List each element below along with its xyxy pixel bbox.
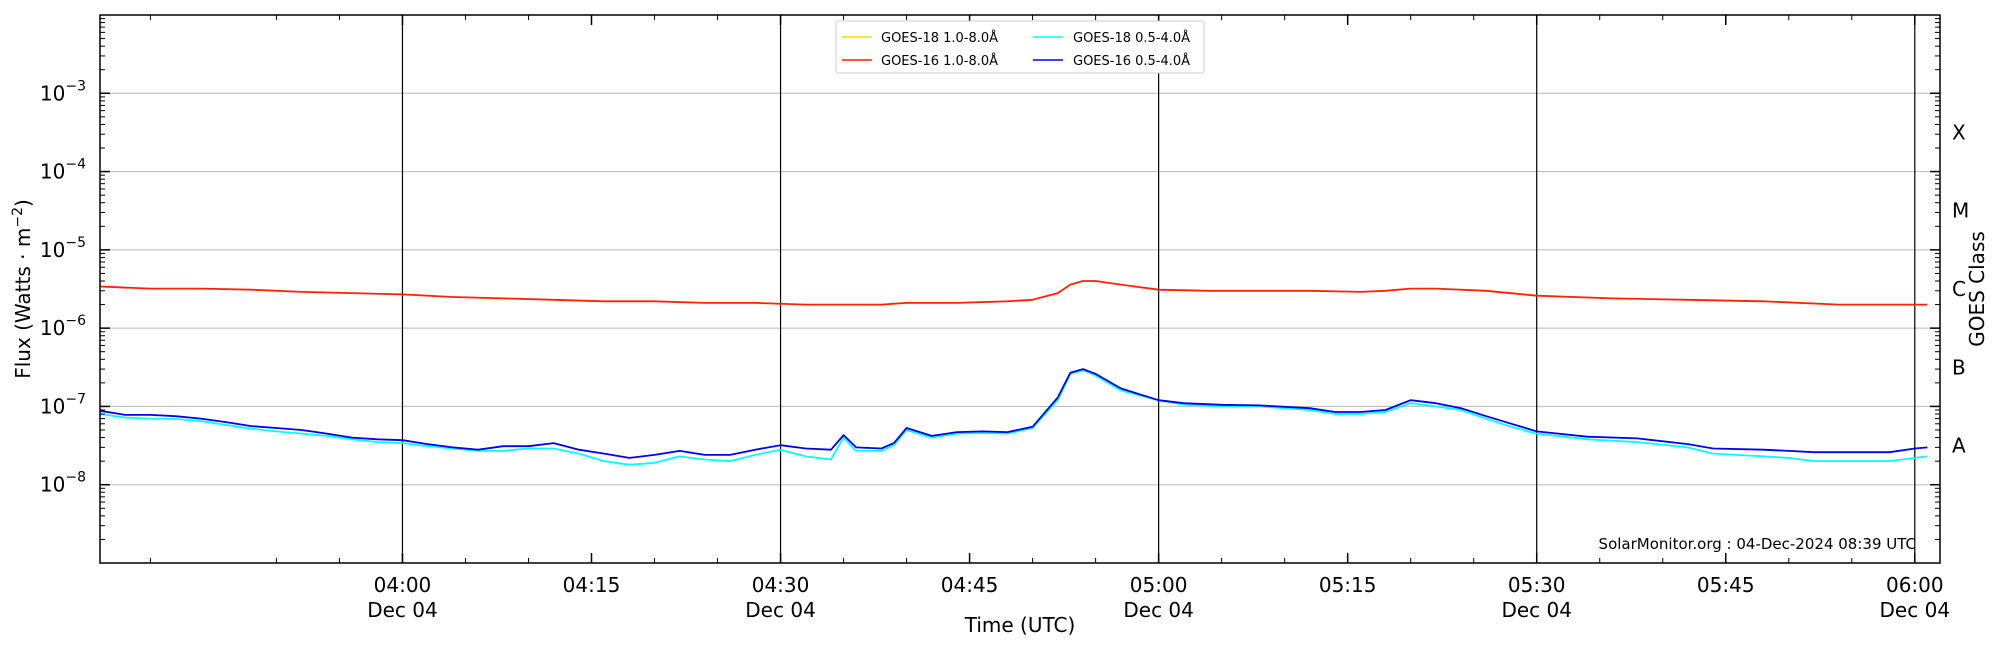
y-tick-label-base: 10 <box>40 81 65 105</box>
x-tick-label: 04:30 <box>752 573 810 597</box>
x-tick-date-label: Dec 04 <box>367 598 438 622</box>
legend-box <box>835 20 1205 74</box>
y-tick-label: 10−6 <box>40 313 86 340</box>
x-axis-title: Time (UTC) <box>964 613 1076 637</box>
y-tick-label-exponent: −8 <box>65 470 86 486</box>
goes-class-axis-title: GOES Class <box>1965 231 1989 347</box>
series-line <box>99 368 1928 459</box>
y-tick-label-base: 10 <box>40 473 65 497</box>
x-tick-label: 05:00 <box>1130 573 1188 597</box>
y-tick-label: 10−8 <box>40 470 86 497</box>
x-tick-label: 05:15 <box>1319 573 1377 597</box>
y-axis-title: Flux (Watts · m−2) <box>10 199 35 379</box>
legend-label-goes18-long: GOES-18 1.0-8.0Å <box>881 30 998 46</box>
y-tick-label-base: 10 <box>40 316 65 340</box>
y-tick-label-exponent: −7 <box>65 391 86 407</box>
y-tick-label: 10−7 <box>40 391 86 418</box>
goes-class-label: B <box>1952 355 1966 379</box>
goes-class-label: A <box>1952 434 1966 458</box>
y-tick-label: 10−4 <box>40 157 86 184</box>
credit-text: SolarMonitor.org : 04-Dec-2024 08:39 UTC <box>1599 535 1916 553</box>
plot-frame <box>99 14 1941 564</box>
goes-class-label: X <box>1952 120 1966 144</box>
series-line <box>99 280 1928 306</box>
y-tick-label-base: 10 <box>40 394 65 418</box>
x-tick-label: 05:45 <box>1697 573 1755 597</box>
y-tick-label-exponent: −5 <box>65 235 86 251</box>
goes-class-label: M <box>1952 199 1969 223</box>
y-tick-label-exponent: −3 <box>65 78 86 94</box>
y-axis-title-main: Flux (Watts · m <box>11 228 35 379</box>
tick-layer <box>100 15 1940 563</box>
x-tick-label: 04:15 <box>563 573 621 597</box>
y-tick-label-exponent: −6 <box>65 313 86 329</box>
y-tick-label-base: 10 <box>40 238 65 262</box>
x-tick-date-label: Dec 04 <box>1880 598 1951 622</box>
legend-label-goes16-short: GOES-16 0.5-4.0Å <box>1073 53 1190 69</box>
goes-class-label: C <box>1952 277 1966 301</box>
y-tick-label-exponent: −4 <box>65 157 86 173</box>
x-tick-label: 06:00 <box>1886 573 1944 597</box>
legend-label-goes16-long: GOES-16 1.0-8.0Å <box>881 53 998 69</box>
x-tick-date-label: Dec 04 <box>1501 598 1572 622</box>
series-layer <box>99 280 1928 466</box>
y-tick-label: 10−5 <box>40 235 86 262</box>
legend: GOES-18 1.0-8.0Å GOES-18 0.5-4.0Å GOES-1… <box>835 20 1205 74</box>
y-tick-label: 10−3 <box>40 78 86 105</box>
y-tick-label-base: 10 <box>40 160 65 184</box>
x-tick-label: 04:00 <box>374 573 432 597</box>
grid-layer <box>100 92 1940 486</box>
y-axis-title-close: ) <box>11 199 35 207</box>
x-tick-label: 04:45 <box>941 573 999 597</box>
legend-label-goes18-short: GOES-18 0.5-4.0Å <box>1073 30 1190 46</box>
x-tick-date-label: Dec 04 <box>1123 598 1194 622</box>
x-tick-label: 05:30 <box>1508 573 1566 597</box>
x-tick-date-label: Dec 04 <box>745 598 816 622</box>
series-line <box>99 369 1928 466</box>
y-axis-title-superscript: −2 <box>10 207 26 228</box>
